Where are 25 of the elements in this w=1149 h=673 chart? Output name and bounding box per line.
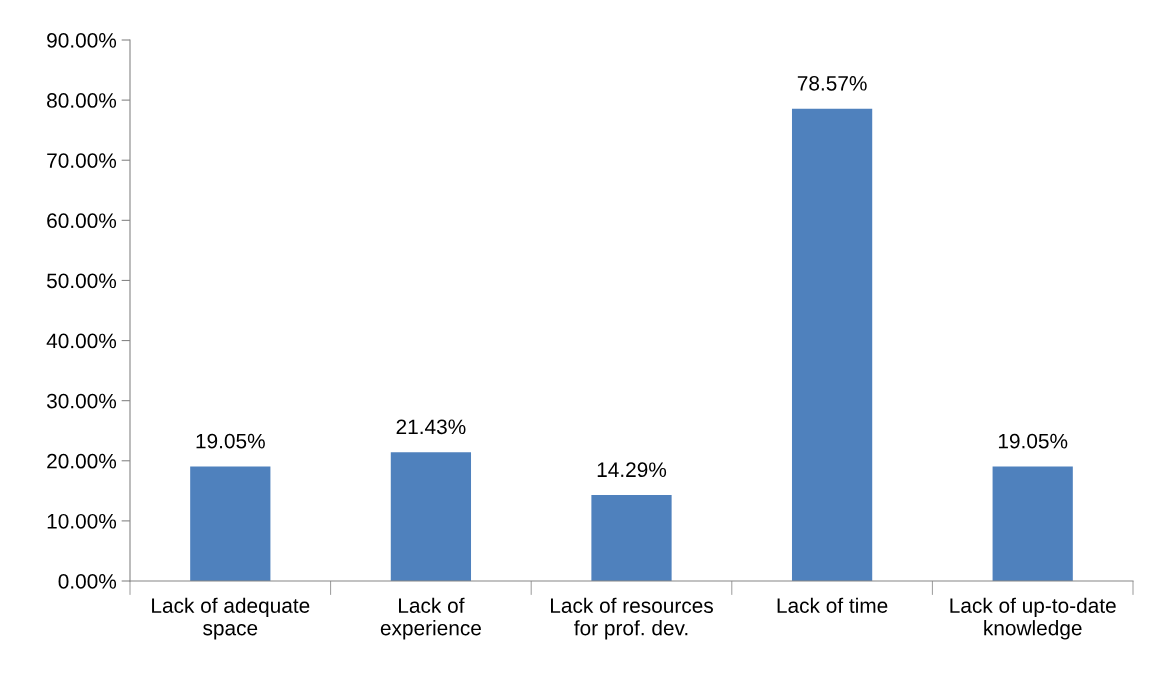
data-label: 14.29% bbox=[597, 462, 667, 478]
y-tick-label: 0.00% bbox=[58, 574, 117, 589]
bar bbox=[992, 466, 1073, 581]
y-tick-label: 60.00% bbox=[47, 213, 117, 229]
bar bbox=[390, 452, 472, 581]
data-label: 21.43% bbox=[396, 419, 466, 435]
data-label: 78.57% bbox=[797, 75, 867, 91]
bar bbox=[591, 495, 672, 581]
x-tick-label: Lack of adequate space bbox=[152, 597, 310, 640]
x-tick-label: Lack of experience bbox=[380, 597, 481, 640]
x-tick-label: Lack of resources for prof. dev. bbox=[551, 597, 713, 640]
y-tick-label: 20.00% bbox=[47, 453, 117, 469]
y-tick-label: 30.00% bbox=[46, 393, 117, 409]
y-tick-label: 10.00% bbox=[47, 513, 117, 529]
y-tick-label: 70.00% bbox=[47, 153, 117, 168]
y-tick-label: 80.00% bbox=[47, 93, 117, 108]
data-label: 19.05% bbox=[998, 433, 1068, 449]
y-tick-label: 50.00% bbox=[46, 273, 117, 289]
bar bbox=[190, 466, 271, 581]
y-tick-label: 40.00% bbox=[46, 333, 117, 349]
data-label: 19.05% bbox=[196, 433, 265, 449]
x-tick-label: Lack of time bbox=[777, 597, 888, 613]
y-tick-label: 90.00% bbox=[47, 33, 117, 48]
bar bbox=[791, 108, 873, 581]
x-tick-label: Lack of up-to-date knowledge bbox=[950, 597, 1116, 640]
